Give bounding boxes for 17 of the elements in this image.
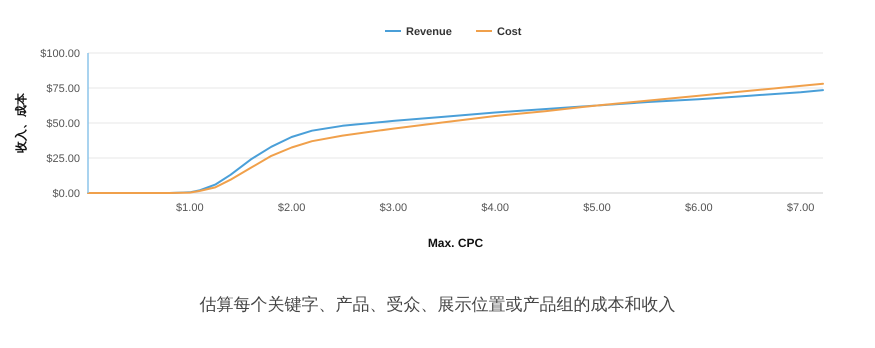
- x-tick-label: $5.00: [583, 202, 611, 214]
- x-tick-label: $2.00: [278, 202, 306, 214]
- legend-label: Cost: [497, 26, 522, 38]
- y-tick-label: $75.00: [46, 83, 80, 95]
- text: 估算每个关键字、产品、受众、展示位置或产品组的成本和收入: [198, 295, 676, 315]
- y-tick-label: $0.00: [52, 188, 80, 200]
- y-tick-label: $50.00: [46, 118, 80, 130]
- x-tick-label: $4.00: [481, 202, 509, 214]
- x-tick-label: $7.00: [786, 202, 814, 214]
- legend-label: Revenue: [406, 26, 452, 38]
- y-tick-label: $100.00: [40, 48, 80, 60]
- x-tick-label: $6.00: [685, 202, 713, 214]
- x-axis-title: Max. CPC: [428, 236, 484, 250]
- y-tick-label: $25.00: [46, 153, 80, 165]
- x-tick-label: $1.00: [176, 202, 204, 214]
- x-tick-label: $3.00: [380, 202, 408, 214]
- y-axis-title: 收入、成本: [14, 92, 28, 153]
